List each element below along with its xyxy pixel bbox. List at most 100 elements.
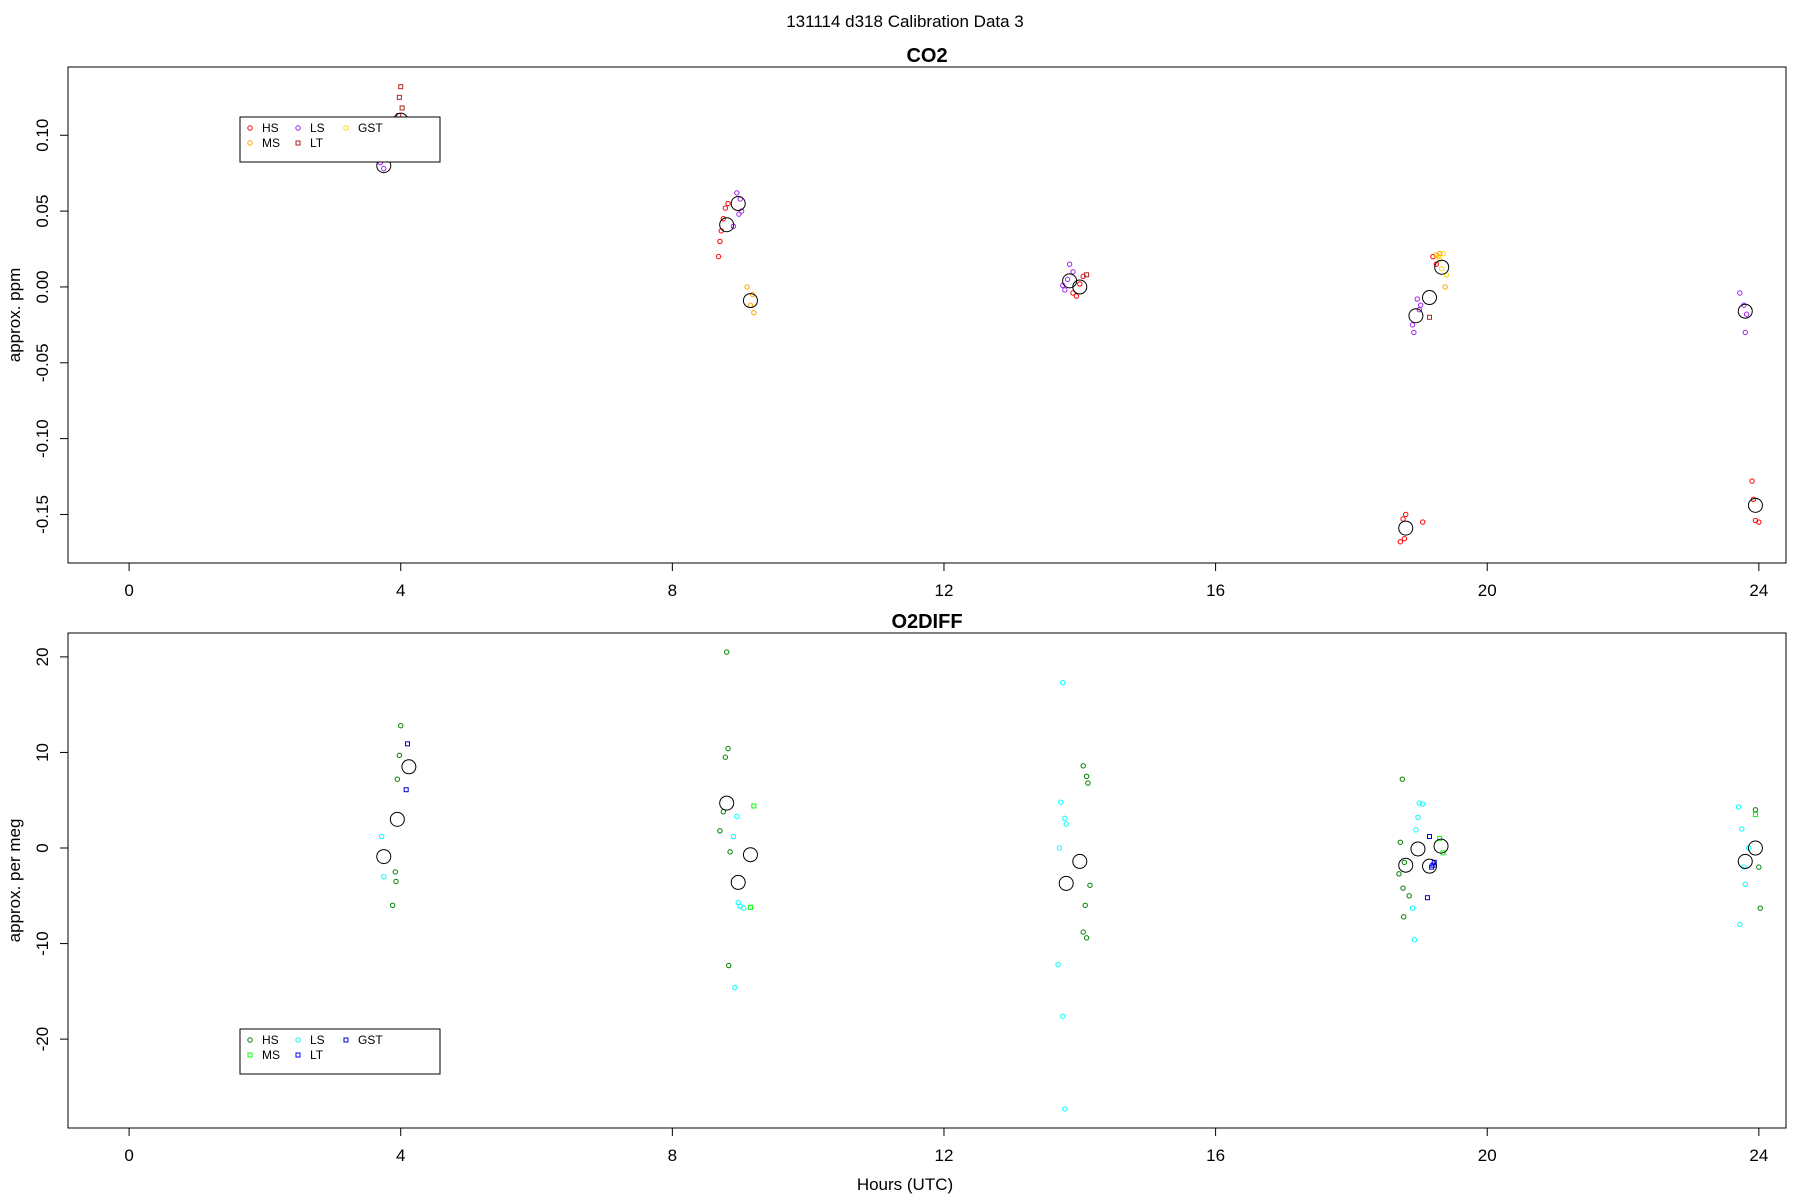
mean-point xyxy=(1408,308,1424,324)
data-point xyxy=(1401,859,1408,866)
legend: HS LS GST MS LT xyxy=(239,116,441,163)
legend-label: LS xyxy=(310,121,325,135)
data-point xyxy=(1397,539,1403,545)
data-point xyxy=(1442,284,1448,290)
legend-box xyxy=(239,116,441,163)
data-point xyxy=(1411,937,1418,943)
data-point xyxy=(1420,519,1426,525)
legend: HS LS GST MS LT xyxy=(239,1028,441,1075)
data-point xyxy=(744,284,750,290)
data-point xyxy=(1063,821,1069,827)
mean-point xyxy=(1072,853,1088,869)
y-tick-label: -0.05 xyxy=(33,343,52,382)
y-tick-label: 20 xyxy=(33,647,52,666)
legend-label: HS xyxy=(262,1033,279,1047)
series-lt xyxy=(396,84,1432,320)
data-point xyxy=(1440,250,1446,257)
y-tick-label: 0.05 xyxy=(33,195,52,228)
data-point xyxy=(1757,905,1763,911)
data-point xyxy=(1085,780,1091,786)
data-point xyxy=(720,215,726,222)
data-point xyxy=(1077,281,1083,287)
data-point xyxy=(1070,290,1076,296)
data-point xyxy=(1400,914,1407,920)
data-point xyxy=(1439,266,1445,272)
data-point xyxy=(1087,882,1093,888)
data-point xyxy=(726,962,732,969)
legend-box xyxy=(239,1028,441,1075)
mean-point xyxy=(730,874,746,890)
series-gst xyxy=(403,741,1436,901)
data-point xyxy=(1756,864,1762,870)
data-point xyxy=(398,84,404,90)
data-point xyxy=(1066,261,1073,267)
legend-label: GST xyxy=(358,1033,383,1047)
data-point xyxy=(1739,826,1745,832)
data-point xyxy=(1064,276,1071,283)
data-point xyxy=(1082,902,1088,909)
x-tick-label: 16 xyxy=(1206,1146,1225,1165)
x-tick-label: 24 xyxy=(1749,581,1768,600)
data-point xyxy=(1416,306,1423,313)
x-tick-label: 20 xyxy=(1478,1146,1497,1165)
mean-point xyxy=(1058,875,1074,891)
data-point xyxy=(1080,763,1086,769)
data-point xyxy=(392,869,399,875)
co2-panel: CO2 0 4 8 12 16 20 24 -0.15 -0.10 -0.05 0.00 0.05 0.1… xyxy=(5,45,1787,600)
data-point xyxy=(1400,516,1406,522)
x-tick-label: 8 xyxy=(668,1146,677,1165)
data-point xyxy=(1431,859,1437,865)
data-point xyxy=(398,722,404,729)
data-point xyxy=(1420,801,1426,807)
y-tick-label: -0.15 xyxy=(33,495,52,534)
y-tick-label: 0 xyxy=(33,843,52,852)
x-tick-label: 0 xyxy=(124,581,133,600)
data-point xyxy=(1429,864,1435,870)
series-hs xyxy=(389,649,1763,969)
x-tick-label: 20 xyxy=(1478,581,1497,600)
data-point xyxy=(1062,1106,1068,1112)
data-point xyxy=(1735,804,1742,810)
data-point xyxy=(1752,807,1759,813)
data-point xyxy=(734,813,740,820)
data-point xyxy=(1056,845,1063,851)
data-point xyxy=(1742,329,1748,336)
data-point xyxy=(1060,1013,1066,1019)
data-point xyxy=(1433,261,1439,267)
data-point xyxy=(1426,834,1432,840)
legend-marker xyxy=(247,125,253,131)
mean-point xyxy=(1747,497,1763,513)
series-lt xyxy=(1429,859,1437,870)
data-point xyxy=(1080,929,1086,935)
y-tick-label: 10 xyxy=(33,743,52,762)
data-point xyxy=(1073,293,1080,299)
data-point xyxy=(732,984,738,991)
data-point xyxy=(1737,290,1743,296)
mean-point xyxy=(1410,841,1426,857)
legend-marker xyxy=(295,125,301,131)
mean-point xyxy=(742,293,758,309)
y-tick-label: 0.10 xyxy=(33,119,52,152)
data-point xyxy=(1399,776,1406,782)
data-point xyxy=(1417,302,1424,308)
series-mean xyxy=(376,759,1763,891)
series-ls xyxy=(377,155,1750,336)
series-ms xyxy=(744,250,1448,316)
data-point xyxy=(1401,536,1408,542)
data-point xyxy=(1062,287,1068,293)
y-tick-label: -10 xyxy=(33,931,52,956)
data-point xyxy=(394,776,401,782)
data-point xyxy=(1426,314,1432,320)
data-point xyxy=(379,833,385,840)
data-point xyxy=(730,833,737,840)
legend-marker xyxy=(247,140,253,146)
mean-point xyxy=(719,217,735,233)
legend-marker xyxy=(343,125,349,131)
mean-point xyxy=(1747,840,1763,856)
legend-label: MS xyxy=(262,1048,280,1062)
mean-point xyxy=(1398,520,1414,536)
data-point xyxy=(722,754,729,760)
data-point xyxy=(1055,961,1061,968)
data-point xyxy=(1752,812,1758,818)
data-point xyxy=(1413,827,1419,833)
